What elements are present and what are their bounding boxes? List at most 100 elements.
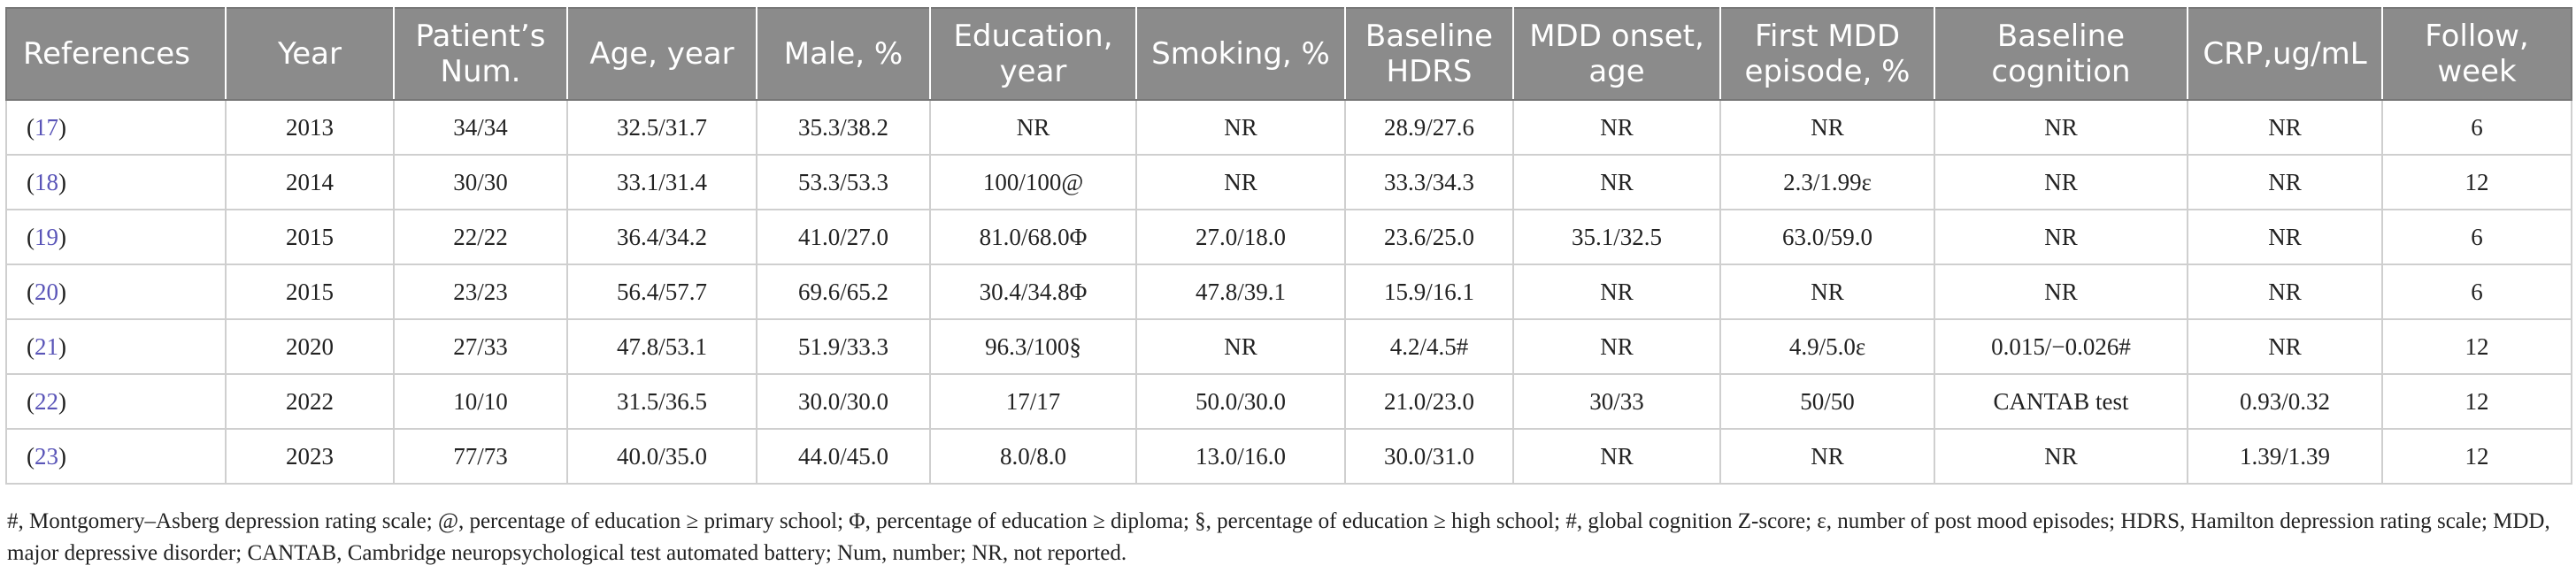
table-cell: 6 <box>2381 264 2572 320</box>
column-header: Age, year <box>566 7 757 101</box>
paren-close: ) <box>58 387 66 415</box>
table-cell: 0.015/−0.026# <box>1934 318 2188 375</box>
table-cell: 51.9/33.3 <box>756 318 931 375</box>
table-cell: 50/50 <box>1719 373 1935 430</box>
column-header: Education, year <box>929 7 1137 101</box>
table-footnote: #, Montgomery–Asberg depression rating s… <box>7 509 2550 565</box>
table-cell: 2015 <box>225 264 395 320</box>
table-cell: 40.0/35.0 <box>566 428 757 485</box>
table-cell: 6 <box>2381 99 2572 156</box>
table-row: (20) 2015 23/23 56.4/57.7 69.6/65.2 30.4/34.8… <box>5 264 2572 320</box>
column-header: Patient’s Num. <box>393 7 568 101</box>
table-row: (18) 2014 30/30 33.1/31.4 53.3/53.3 100/100@ N… <box>5 154 2572 210</box>
table-cell: NR <box>1719 428 1935 485</box>
table-cell: 27.0/18.0 <box>1135 209 1346 265</box>
column-header: Year <box>225 7 395 101</box>
table-cell: NR <box>1512 99 1721 156</box>
table-cell: 53.3/53.3 <box>756 154 931 210</box>
column-header: CRP,ug/mL <box>2187 7 2383 101</box>
table-cell: 2013 <box>225 99 395 156</box>
table-cell: 47.8/53.1 <box>566 318 757 375</box>
paren-open: ( <box>27 387 35 415</box>
table-cell: 12 <box>2381 428 2572 485</box>
table-cell: NR <box>1135 99 1346 156</box>
table-cell: 21.0/23.0 <box>1344 373 1514 430</box>
table-cell: NR <box>2187 318 2383 375</box>
table-cell: 30.0/31.0 <box>1344 428 1514 485</box>
table-cell: 81.0/68.0Φ <box>929 209 1137 265</box>
reference-cell: (21) <box>5 318 227 375</box>
table-cell: 2020 <box>225 318 395 375</box>
table-body: (17) 2013 34/34 32.5/31.7 35.3/38.2 NR NR 28.9/… <box>5 99 2572 485</box>
table-cell: 32.5/31.7 <box>566 99 757 156</box>
table-cell: 2015 <box>225 209 395 265</box>
table-cell: 35.1/32.5 <box>1512 209 1721 265</box>
table-cell: 41.0/27.0 <box>756 209 931 265</box>
header-row: References Year Patient’s Num. Age, year Mal… <box>5 7 2572 101</box>
column-header: References <box>5 7 227 101</box>
table-cell: NR <box>1512 264 1721 320</box>
table-cell: 33.1/31.4 <box>566 154 757 210</box>
table-cell: NR <box>2187 99 2383 156</box>
table-cell: 6 <box>2381 209 2572 265</box>
paren-open: ( <box>27 332 35 360</box>
paren-close: ) <box>58 113 66 141</box>
table-cell: 27/33 <box>393 318 568 375</box>
paren-close: ) <box>58 168 66 195</box>
paren-close: ) <box>58 223 66 250</box>
reference-cell: (20) <box>5 264 227 320</box>
table-cell: 56.4/57.7 <box>566 264 757 320</box>
table-row: (19) 2015 22/22 36.4/34.2 41.0/27.0 81.0/68.0… <box>5 209 2572 265</box>
table-cell: NR <box>2187 264 2383 320</box>
reference-link[interactable]: 22 <box>35 387 58 415</box>
reference-cell: (23) <box>5 428 227 485</box>
column-header: Baseline HDRS <box>1344 7 1514 101</box>
table-cell: 30/30 <box>393 154 568 210</box>
table-cell: NR <box>1934 154 2188 210</box>
column-header: MDD onset, age <box>1512 7 1721 101</box>
reference-cell: (18) <box>5 154 227 210</box>
table-cell: 77/73 <box>393 428 568 485</box>
table-cell: NR <box>1719 99 1935 156</box>
table-cell: 30/33 <box>1512 373 1721 430</box>
table-cell: 100/100@ <box>929 154 1137 210</box>
table-cell: 13.0/16.0 <box>1135 428 1346 485</box>
table-cell: 31.5/36.5 <box>566 373 757 430</box>
table-cell: 44.0/45.0 <box>756 428 931 485</box>
table-cell: 23/23 <box>393 264 568 320</box>
paren-open: ( <box>27 278 35 305</box>
reference-link[interactable]: 18 <box>35 168 58 195</box>
table-cell: 30.0/30.0 <box>756 373 931 430</box>
table-cell: 96.3/100§ <box>929 318 1137 375</box>
reference-link[interactable]: 20 <box>35 278 58 305</box>
paren-close: ) <box>58 332 66 360</box>
table-cell: NR <box>1512 154 1721 210</box>
table-cell: 2.3/1.99ε <box>1719 154 1935 210</box>
reference-link[interactable]: 23 <box>35 442 58 470</box>
column-header: Baseline cognition <box>1934 7 2188 101</box>
paren-open: ( <box>27 168 35 195</box>
table-cell: 15.9/16.1 <box>1344 264 1514 320</box>
table-cell: NR <box>1934 428 2188 485</box>
table-cell: 0.93/0.32 <box>2187 373 2383 430</box>
reference-cell: (19) <box>5 209 227 265</box>
table-cell: 34/34 <box>393 99 568 156</box>
table-cell: NR <box>1135 154 1346 210</box>
paren-open: ( <box>27 113 35 141</box>
table-cell: 12 <box>2381 154 2572 210</box>
table-cell: NR <box>1719 264 1935 320</box>
paren-close: ) <box>58 278 66 305</box>
table-cell: 22/22 <box>393 209 568 265</box>
reference-link[interactable]: 19 <box>35 223 58 250</box>
table-cell: 17/17 <box>929 373 1137 430</box>
table-cell: 36.4/34.2 <box>566 209 757 265</box>
reference-link[interactable]: 21 <box>35 332 58 360</box>
reference-link[interactable]: 17 <box>35 113 58 141</box>
column-header: First MDD episode, % <box>1719 7 1935 101</box>
paren-open: ( <box>27 442 35 470</box>
table-cell: 12 <box>2381 318 2572 375</box>
paren-close: ) <box>58 442 66 470</box>
table-row: (23) 2023 77/73 40.0/35.0 44.0/45.0 8.0/8.0 13… <box>5 428 2572 485</box>
table-cell: 23.6/25.0 <box>1344 209 1514 265</box>
paren-open: ( <box>27 223 35 250</box>
